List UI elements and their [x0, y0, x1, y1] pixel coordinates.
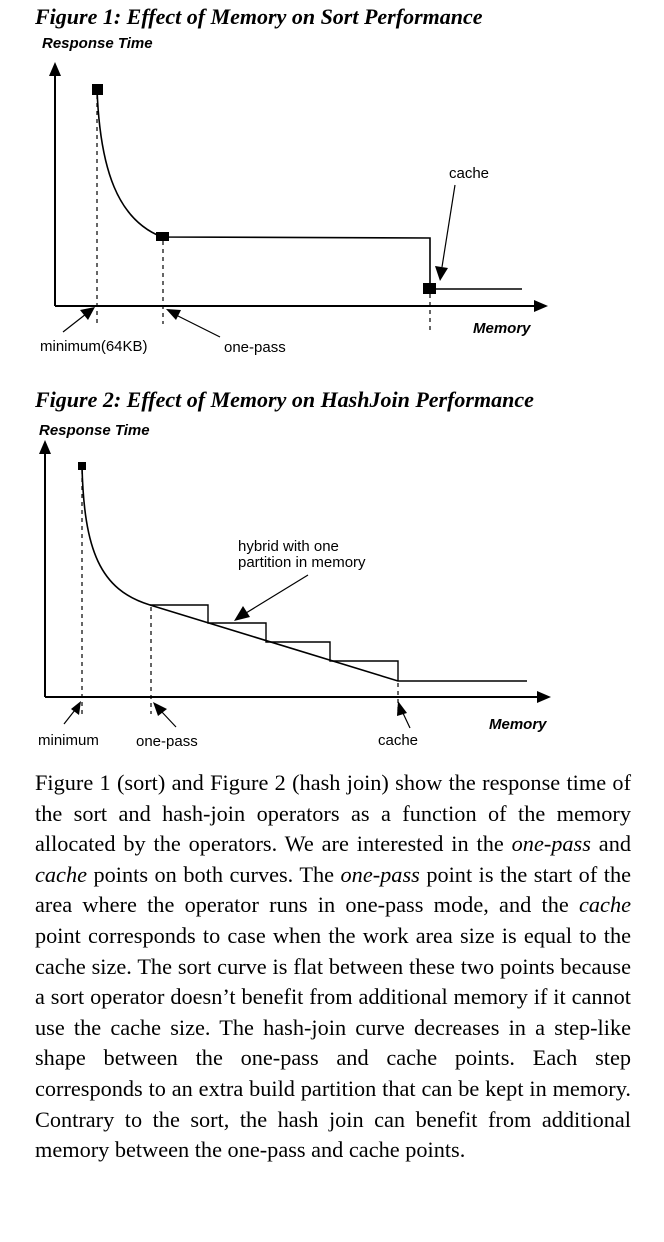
paragraph-emphasis: cache	[35, 861, 87, 887]
figure-2: Figure 2: Effect of Memory on HashJoin P…	[0, 365, 664, 760]
paragraph-text: Figure 1 (sort) and Figure 2 (hash join)…	[35, 770, 631, 857]
paragraph-emphasis: cache	[579, 892, 631, 918]
figure-1-cache-arrow	[435, 266, 448, 281]
figure-2-hybrid-arrow	[234, 606, 250, 621]
figure-2-one-pass-arrow	[153, 702, 167, 716]
paragraph-text: and	[590, 831, 631, 857]
figure-2-x-axis-title: Memory	[489, 716, 547, 733]
figure-2-caption: Figure 2: Effect of Memory on HashJoin P…	[34, 387, 534, 412]
figure-2-graphic: Figure 2: Effect of Memory on HashJoin P…	[34, 387, 551, 750]
figure-2-hash-join-curve	[81, 465, 527, 682]
figure-1-caption: Figure 1: Effect of Memory on Sort Perfo…	[34, 4, 483, 29]
figure-1-guides	[96, 95, 431, 334]
figure-2-cache-arrow	[397, 701, 407, 716]
paragraph-text: point is the start of the area where the…	[35, 861, 631, 918]
paragraph-emphasis: one-pass	[340, 861, 420, 887]
figure-2-minimum-arrow	[71, 701, 81, 715]
figure-1-axes	[49, 62, 548, 312]
figure-2-hybrid-label-line1: hybrid with one	[238, 538, 339, 555]
figure-1-minimum-label: minimum(64KB)	[40, 338, 148, 355]
figure-2-minimum-marker	[78, 462, 86, 470]
figure-1-graphic: Figure 1: Effect of Memory on Sort Perfo…	[34, 4, 548, 356]
paragraph-text: point corresponds to case when the work …	[35, 922, 631, 1163]
figure-1-y-axis-title: Response Time	[42, 35, 153, 52]
figure-2-one-pass-label: one-pass	[136, 733, 198, 750]
paragraph-emphasis: one-pass	[511, 831, 591, 857]
figure-2-hybrid-step-curve	[150, 604, 399, 681]
figure-2-cache-label: cache	[378, 732, 418, 749]
figure-1-sort-curve	[96, 88, 522, 290]
figure-2-y-axis-title: Response Time	[39, 422, 150, 439]
figure-1-cache-marker	[423, 283, 436, 294]
figure-1-one-pass-marker	[156, 232, 169, 241]
figure-2-axes	[39, 440, 551, 703]
body-paragraph: Figure 1 (sort) and Figure 2 (hash join)…	[35, 768, 631, 1166]
figure-1-x-axis-title: Memory	[473, 320, 531, 337]
figure-1: Figure 1: Effect of Memory on Sort Perfo…	[0, 0, 664, 365]
figure-1-minimum-marker	[92, 84, 103, 95]
figure-2-hybrid-label-line2: partition in memory	[238, 554, 366, 571]
figure-2-minimum-label: minimum	[38, 732, 99, 749]
figure-2-guides	[81, 470, 399, 714]
paragraph-text: points on both curves. The	[87, 861, 341, 887]
figure-1-cache-label: cache	[449, 165, 489, 182]
figure-1-one-pass-label: one-pass	[224, 339, 286, 356]
figure-1-one-pass-arrow	[166, 309, 181, 320]
figure-1-minimum-arrow	[80, 307, 95, 320]
